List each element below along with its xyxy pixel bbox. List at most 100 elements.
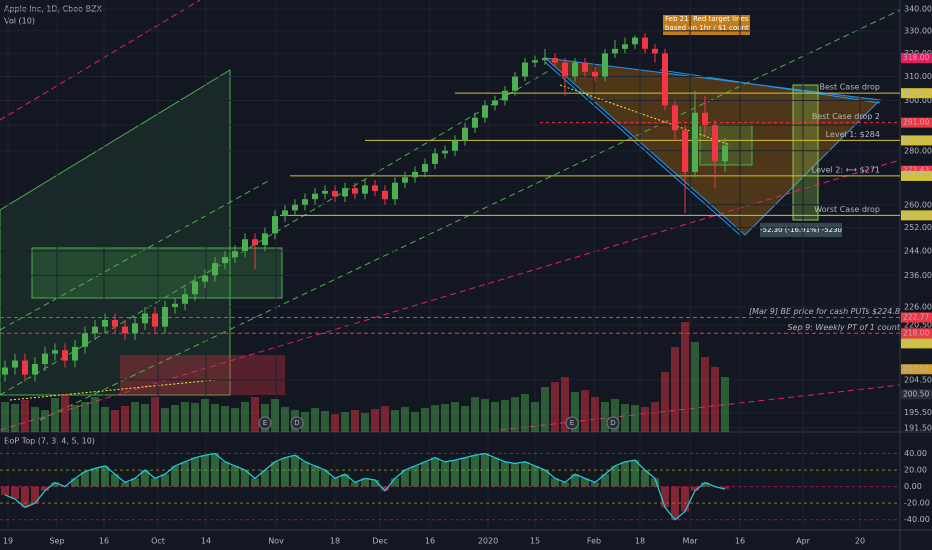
price-label: 222.77 — [903, 312, 929, 321]
volume-bar — [651, 402, 659, 432]
bop-bar — [11, 486, 19, 500]
y-tick-label: 310.00 — [904, 72, 932, 81]
price-label: 200.50 — [903, 389, 929, 398]
x-tick-label: 16 — [99, 537, 109, 546]
y-tick-label: 252.00 — [904, 223, 932, 232]
candle-body — [102, 320, 108, 327]
volume-bar — [721, 377, 729, 432]
bop-bar — [241, 470, 249, 487]
candle-body — [582, 62, 588, 72]
bop-tick-label: 40.00 — [904, 449, 927, 458]
volume-bar — [661, 372, 669, 432]
bop-line — [4, 452, 726, 521]
volume-bar — [581, 390, 589, 432]
measure-box — [760, 223, 842, 237]
volume-bar — [371, 409, 379, 432]
x-tick-label: 16 — [425, 537, 435, 546]
candle-body — [622, 44, 628, 49]
bop-bar — [651, 478, 659, 487]
volume-bar — [601, 402, 609, 432]
x-tick-label: Sep — [49, 537, 64, 546]
volume-bar — [111, 410, 119, 432]
bop-bar — [1, 486, 9, 495]
volume-bar — [1, 402, 9, 432]
bop-bar — [431, 457, 439, 487]
annotation-text: Level 2: ⟷ $271 — [812, 165, 880, 174]
bop-bar — [701, 482, 709, 487]
bop-bar — [251, 478, 259, 487]
event-label: E — [570, 419, 574, 427]
volume-bar — [181, 402, 189, 432]
volume-bar — [461, 406, 469, 432]
y-tick-label: 220.50 — [904, 320, 932, 329]
candle-body — [292, 204, 298, 211]
y-tick-label: 191.50 — [904, 423, 932, 432]
candle-body — [462, 127, 468, 141]
volume-bar — [241, 402, 249, 432]
event-label: E — [263, 419, 267, 427]
bop-bar — [661, 486, 669, 508]
price-label-box — [901, 328, 932, 339]
bop-bar — [291, 455, 299, 487]
volume-bar — [391, 410, 399, 432]
x-tick-label: 14 — [201, 537, 211, 546]
x-tick-label: 15 — [530, 537, 540, 546]
bop-bar — [681, 486, 689, 512]
candle-body — [702, 112, 708, 126]
channel-line — [0, 179, 271, 331]
candle-body — [602, 53, 608, 77]
price-label-box — [901, 170, 932, 181]
volume-bar — [441, 404, 449, 432]
bop-bar — [101, 465, 109, 487]
bop-bar — [331, 478, 339, 487]
volume-bar — [151, 397, 159, 432]
measure-text: -52.30 (-16.91%) -5230 — [760, 226, 842, 234]
x-tick-label: Dec — [372, 537, 387, 546]
bop-bar — [401, 470, 409, 487]
annotation-text: Best Case drop 2 — [812, 112, 880, 121]
price-label-box — [901, 364, 932, 375]
volume-bar — [101, 407, 109, 432]
bop-bar — [181, 461, 189, 487]
volume-bar — [121, 406, 129, 432]
volume-bar — [711, 367, 719, 432]
candle-body — [592, 71, 598, 77]
bop-bar — [311, 465, 319, 487]
candle-body — [492, 100, 498, 106]
bop-bar — [71, 478, 79, 487]
green-box — [31, 247, 283, 299]
y-tick-label: 340.00 — [904, 5, 932, 14]
candle-body — [62, 350, 68, 361]
bop-bar — [301, 461, 309, 487]
price-label: 284.00 — [903, 135, 929, 144]
bop-bar — [161, 474, 169, 487]
volume-bar — [541, 387, 549, 432]
price-label: 207.51 — [903, 364, 929, 373]
candle-body — [372, 185, 378, 191]
bop-bar — [31, 486, 39, 504]
volume-bar — [591, 397, 599, 432]
candle-body — [172, 303, 178, 308]
bop-bar — [131, 478, 139, 487]
price-label: 270.50 — [903, 171, 929, 180]
volume-bar — [281, 407, 289, 432]
annotation-text: [Mar 9] BE price for cash PUTs $224.8 — [749, 307, 900, 316]
volume-bar — [91, 397, 99, 432]
note-box-text: Feb 21: Red target lines based on 1hr / … — [665, 15, 749, 32]
x-tick-label: Apr — [796, 537, 811, 546]
event-label: D — [294, 419, 299, 427]
price-label: 291.00 — [903, 118, 929, 127]
candle-body — [612, 48, 618, 54]
volume-bar — [481, 399, 489, 432]
candle-body — [432, 153, 438, 164]
price-label-box — [901, 52, 932, 63]
candle-body — [672, 105, 678, 131]
annotation-text: Best Case drop — [819, 83, 880, 92]
candle-body — [182, 294, 188, 304]
bop-bar — [371, 480, 379, 487]
volume-bar — [511, 397, 519, 432]
bop-bar — [521, 461, 529, 487]
candle-body — [562, 62, 568, 77]
candle-body — [132, 323, 138, 334]
volume-bar — [171, 405, 179, 432]
